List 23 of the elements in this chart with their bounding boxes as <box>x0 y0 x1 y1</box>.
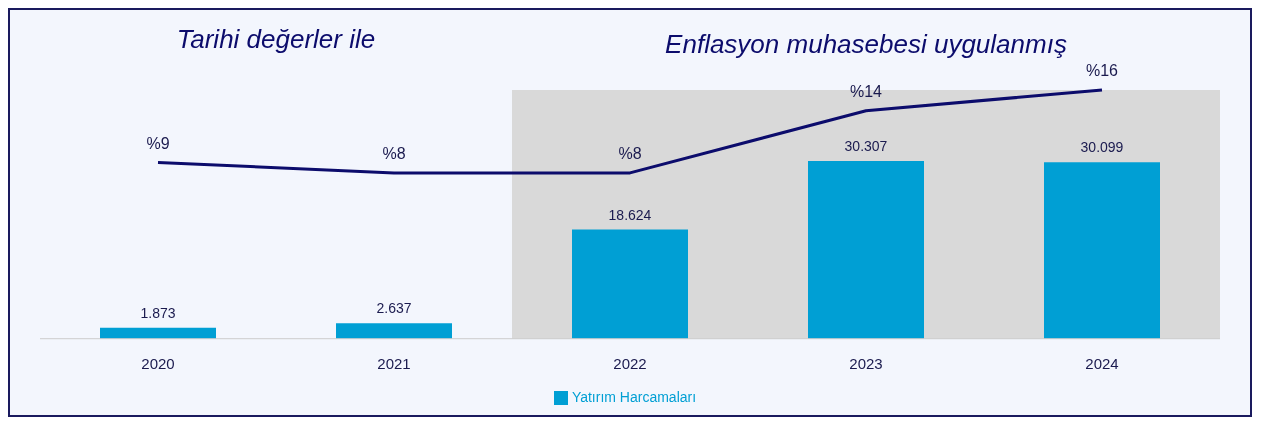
data-label: 1.873 <box>140 304 176 321</box>
legend-label: Yatırım Harcamaları <box>571 388 697 405</box>
x-tick-label: 2020 <box>141 355 175 373</box>
bar <box>808 161 924 339</box>
x-tick-label: 2021 <box>377 355 411 373</box>
x-tick-label: 2024 <box>1085 355 1119 373</box>
bar <box>1044 162 1160 339</box>
data-label: 30.099 <box>1080 139 1124 156</box>
band-label: Enflasyon muhasebesi uygulanmış <box>665 29 1067 60</box>
data-label: %16 <box>1085 62 1119 79</box>
bar <box>336 323 452 339</box>
bar <box>100 327 216 339</box>
x-tick-label: 2023 <box>849 355 883 373</box>
data-label: 30.307 <box>844 138 888 155</box>
x-tick-label: 2022 <box>613 355 647 373</box>
data-label: %8 <box>618 144 642 162</box>
data-label: 2.637 <box>376 300 412 317</box>
data-label: 18.624 <box>608 206 652 223</box>
bar <box>572 229 688 339</box>
text: Tarihi değerler ile <box>175 24 377 55</box>
data-label: %9 <box>146 134 170 152</box>
data-label: %14 <box>849 82 883 100</box>
data-label: %8 <box>382 144 406 162</box>
